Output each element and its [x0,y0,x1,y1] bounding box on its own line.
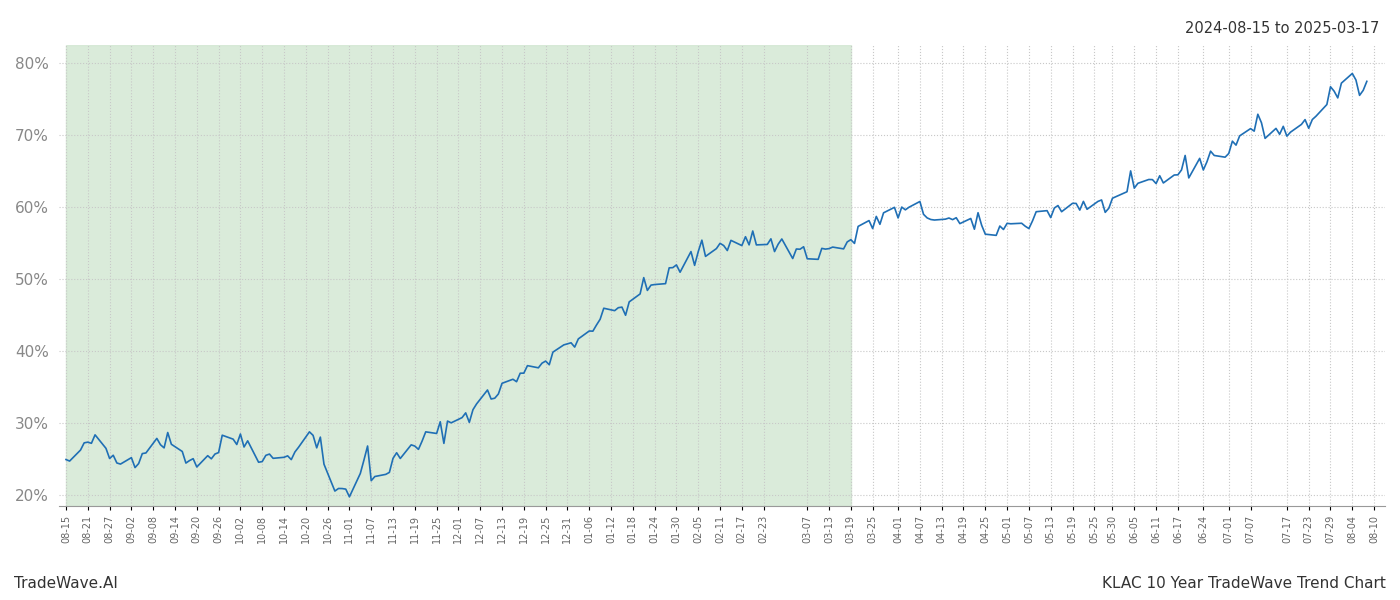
Text: TradeWave.AI: TradeWave.AI [14,576,118,591]
Bar [66,45,851,506]
Text: KLAC 10 Year TradeWave Trend Chart: KLAC 10 Year TradeWave Trend Chart [1102,576,1386,591]
Text: 2024-08-15 to 2025-03-17: 2024-08-15 to 2025-03-17 [1184,21,1379,36]
